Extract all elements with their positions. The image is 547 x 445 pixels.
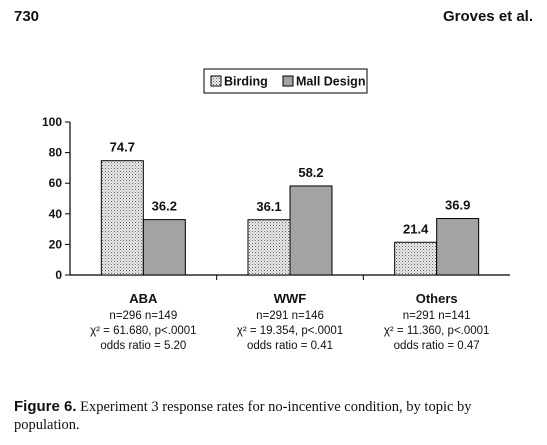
x-category-label: WWF [274, 291, 307, 306]
bars [100, 160, 480, 276]
figure-caption: Figure 6. Experiment 3 response rates fo… [14, 398, 534, 434]
x-category-label: ABA [129, 291, 158, 306]
stat-annotation-line: n=291 n=146 [256, 310, 324, 322]
y-tick-label: 80 [49, 146, 63, 160]
bar-mall-design-wwf [289, 185, 333, 276]
caption-text: Experiment 3 response rates for no-incen… [14, 399, 472, 433]
y-tick-label: 100 [42, 115, 62, 129]
y-tick-label: 0 [55, 268, 62, 282]
data-label: 36.1 [256, 199, 281, 214]
bar-mall-design-aba [142, 219, 186, 276]
data-label: 21.4 [403, 221, 429, 236]
legend-swatch [210, 75, 222, 87]
legend-swatch [282, 75, 294, 87]
bar-chart: Birding Mall Design 0 20 40 60 80 100 74.7 36.2… [42, 68, 510, 352]
bar-mall-design-others [436, 218, 480, 276]
data-label: 74.7 [110, 140, 135, 155]
y-tick-label: 60 [49, 176, 63, 190]
stat-annotation-line: n=296 n=149 [109, 310, 177, 322]
stat-annotation-line: χ² = 61.680, p<.0001 [90, 325, 196, 337]
caption-label: Figure 6. [14, 398, 77, 415]
legend-entry: Birding [224, 75, 268, 89]
stat-annotation-line: χ² = 11.360, p<.0001 [384, 325, 490, 337]
bar-birding-others [394, 241, 438, 276]
stat-annotation-line: odds ratio = 0.41 [247, 340, 333, 352]
y-tick-label: 20 [49, 237, 63, 251]
page-number: 730 [14, 8, 40, 25]
running-head-authors: Groves et al. [442, 8, 533, 25]
bar-birding-wwf [247, 219, 291, 276]
stat-annotation-line: odds ratio = 5.20 [100, 340, 186, 352]
annotations: n=296 n=149 χ² = 61.680, p<.0001 odds rati… [90, 310, 489, 352]
data-labels: 74.7 36.2 ABA 36.1 58.2 WWF 21.4 36.9 Others [110, 140, 471, 306]
data-label: 58.2 [298, 165, 323, 180]
data-label: 36.9 [445, 198, 470, 213]
y-tick-label: 40 [49, 207, 63, 221]
x-category-label: Others [416, 291, 458, 306]
stat-annotation-line: χ² = 19.354, p<.0001 [237, 325, 343, 337]
legend-entry: Mall Design [296, 75, 365, 89]
stat-annotation-line: odds ratio = 0.47 [394, 340, 480, 352]
bar-birding-aba [100, 160, 144, 276]
data-label: 36.2 [152, 199, 177, 214]
legend: Birding Mall Design [203, 68, 368, 94]
stat-annotation-line: n=291 n=141 [403, 310, 471, 322]
